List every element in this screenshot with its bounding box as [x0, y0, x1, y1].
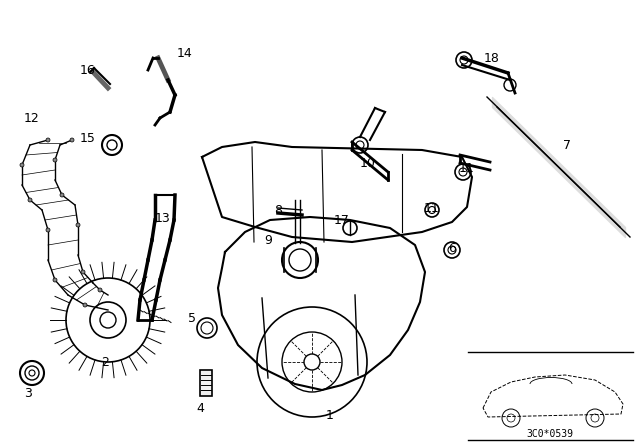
Circle shape [46, 228, 50, 232]
Text: 3: 3 [24, 387, 32, 400]
Text: 15: 15 [80, 132, 96, 145]
Text: 5: 5 [188, 311, 196, 324]
Text: 17: 17 [334, 214, 350, 227]
Circle shape [60, 193, 64, 197]
Text: 14: 14 [177, 47, 193, 60]
Text: 16: 16 [80, 64, 96, 77]
Circle shape [83, 303, 87, 307]
Text: 8: 8 [274, 203, 282, 216]
Circle shape [53, 158, 57, 162]
Text: 18: 18 [484, 52, 500, 65]
Circle shape [53, 278, 57, 282]
Circle shape [28, 198, 32, 202]
Text: 12: 12 [24, 112, 40, 125]
Circle shape [304, 354, 320, 370]
Circle shape [46, 138, 50, 142]
Text: 10: 10 [360, 156, 376, 169]
Text: 9: 9 [264, 233, 272, 246]
Circle shape [98, 288, 102, 292]
Text: 6: 6 [448, 241, 456, 254]
Circle shape [76, 223, 80, 227]
Text: 3C0*0539: 3C0*0539 [527, 429, 573, 439]
Circle shape [29, 370, 35, 376]
Text: 1: 1 [326, 409, 334, 422]
Circle shape [70, 138, 74, 142]
Circle shape [107, 140, 117, 150]
Text: 13: 13 [155, 211, 171, 224]
Text: 11: 11 [459, 161, 475, 175]
Text: 7: 7 [563, 138, 571, 151]
Circle shape [81, 270, 85, 274]
Text: 2: 2 [101, 356, 109, 369]
Circle shape [20, 163, 24, 167]
Bar [200, 370, 212, 396]
Text: 4: 4 [196, 401, 204, 414]
Text: 11: 11 [424, 202, 440, 215]
